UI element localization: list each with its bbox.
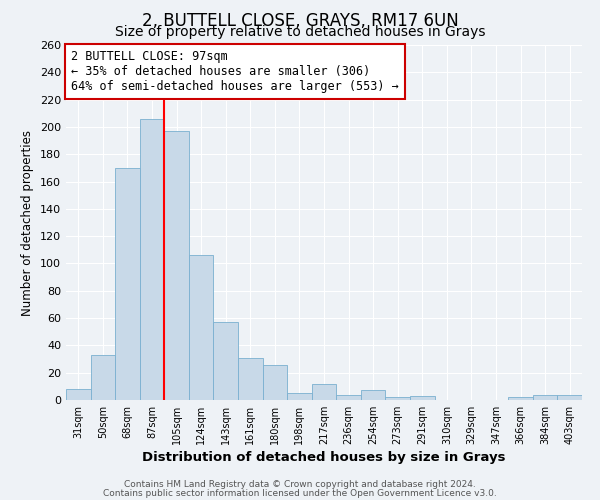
Bar bbox=[214, 322, 238, 400]
Bar bbox=[91, 355, 115, 400]
Bar bbox=[361, 390, 385, 400]
Bar bbox=[508, 398, 533, 400]
Text: Contains public sector information licensed under the Open Government Licence v3: Contains public sector information licen… bbox=[103, 488, 497, 498]
Bar bbox=[164, 131, 189, 400]
Text: Size of property relative to detached houses in Grays: Size of property relative to detached ho… bbox=[115, 25, 485, 39]
Bar bbox=[336, 394, 361, 400]
Bar bbox=[263, 364, 287, 400]
Bar bbox=[287, 393, 312, 400]
Bar bbox=[557, 394, 582, 400]
Text: 2, BUTTELL CLOSE, GRAYS, RM17 6UN: 2, BUTTELL CLOSE, GRAYS, RM17 6UN bbox=[142, 12, 458, 30]
Bar bbox=[385, 398, 410, 400]
Bar bbox=[140, 118, 164, 400]
Bar bbox=[115, 168, 140, 400]
X-axis label: Distribution of detached houses by size in Grays: Distribution of detached houses by size … bbox=[142, 451, 506, 464]
Bar bbox=[312, 384, 336, 400]
Bar bbox=[533, 394, 557, 400]
Bar bbox=[238, 358, 263, 400]
Text: Contains HM Land Registry data © Crown copyright and database right 2024.: Contains HM Land Registry data © Crown c… bbox=[124, 480, 476, 489]
Y-axis label: Number of detached properties: Number of detached properties bbox=[22, 130, 34, 316]
Bar bbox=[189, 256, 214, 400]
Bar bbox=[66, 389, 91, 400]
Text: 2 BUTTELL CLOSE: 97sqm
← 35% of detached houses are smaller (306)
64% of semi-de: 2 BUTTELL CLOSE: 97sqm ← 35% of detached… bbox=[71, 50, 399, 94]
Bar bbox=[410, 396, 434, 400]
